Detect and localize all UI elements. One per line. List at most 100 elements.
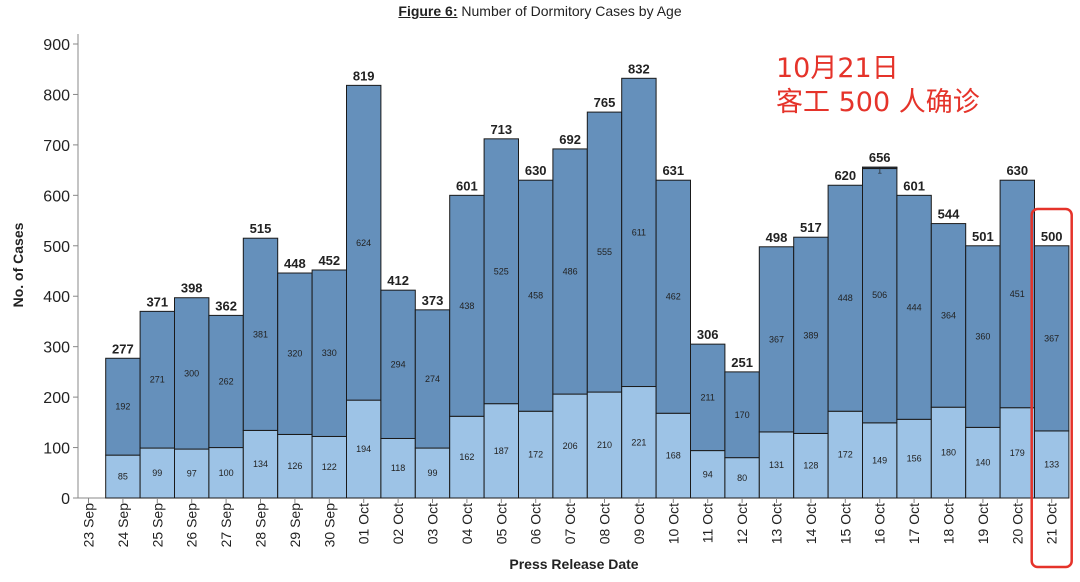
- bar-upper-value-label: 438: [459, 301, 474, 311]
- bar-lower-value-label: 126: [287, 461, 302, 471]
- bar-lower-segment: [242, 429, 279, 499]
- highlight-annotation: 10月21日 客工 500 人确诊: [776, 52, 980, 120]
- bar-lower-segment: [655, 412, 691, 499]
- bar-total-label: 544: [938, 207, 960, 222]
- x-tick-label: 11 Oct: [700, 503, 716, 543]
- bar-total-label: 630: [525, 163, 547, 178]
- bar-total-label: 371: [146, 294, 168, 309]
- x-tick-label: 26 Sep: [184, 503, 200, 548]
- bar-upper-value-label: 462: [666, 292, 681, 302]
- bar-total-label: 515: [250, 221, 272, 236]
- bar-upper-value-label: 381: [253, 329, 268, 339]
- bar-upper-value-label: 458: [528, 291, 543, 301]
- y-tick-label: 900: [43, 37, 70, 54]
- bar-lower-value-label: 149: [872, 455, 887, 465]
- bar-lower-segment: [862, 422, 898, 499]
- x-tick-label: 24 Sep: [115, 503, 131, 548]
- bar-upper-segment: [862, 167, 898, 424]
- bar-total-label: 398: [181, 281, 203, 296]
- x-tick-label: 28 Sep: [253, 503, 269, 548]
- bar-upper-segment: [586, 111, 623, 393]
- x-tick-label: 30 Sep: [321, 503, 337, 548]
- bar-upper-value-label: 486: [563, 267, 578, 277]
- bar-lower-value-label: 140: [975, 458, 990, 468]
- bar-total-label: 373: [422, 293, 444, 308]
- x-tick-label: 16 Oct: [872, 503, 888, 544]
- x-tick-label: 20 Oct: [1009, 503, 1025, 544]
- bar-total-label: 517: [800, 220, 822, 235]
- bar-lower-segment: [999, 407, 1035, 499]
- bar-lower-segment: [758, 431, 795, 499]
- bar-upper-value-label: 451: [1010, 289, 1025, 299]
- bar-lower-segment: [621, 386, 657, 499]
- bar-total-label: 713: [490, 122, 512, 137]
- bar-lower-value-label: 180: [941, 448, 956, 458]
- bar-lower-value-label: 99: [152, 468, 162, 478]
- bar-upper-segment: [346, 84, 382, 401]
- bar-upper-value-label: 624: [356, 238, 371, 248]
- bar-lower-value-label: 99: [427, 468, 437, 478]
- bar-total-label: 500: [1041, 229, 1063, 244]
- x-tick-label: 12 Oct: [734, 503, 750, 544]
- bar-total-label: 452: [318, 253, 340, 268]
- x-tick-label: 23 Sep: [81, 503, 97, 548]
- bar-lower-value-label: 172: [528, 450, 543, 460]
- x-tick-label: 13 Oct: [769, 503, 785, 544]
- bar-total-label: 765: [594, 95, 616, 110]
- bar-upper-segment: [139, 310, 176, 449]
- bar-upper-value-label: 170: [735, 410, 750, 420]
- bar-upper-value-label: 364: [941, 310, 956, 320]
- bar-upper-value-label: 444: [907, 302, 922, 312]
- x-tick-label: 02 Oct: [390, 503, 406, 544]
- bar-upper-value-label: 330: [322, 348, 337, 358]
- x-tick-label: 27 Sep: [218, 503, 234, 548]
- bar-total-label: 620: [834, 168, 856, 183]
- bar-lower-segment: [552, 393, 588, 499]
- bar-lower-value-label: 194: [356, 444, 371, 454]
- bar-lower-value-label: 131: [769, 460, 784, 470]
- x-tick-label: 14 Oct: [803, 503, 819, 544]
- bar-upper-value-label: 262: [219, 376, 234, 386]
- bar-lower-value-label: 210: [597, 440, 612, 450]
- bar-upper-value-label: 367: [769, 334, 784, 344]
- bar-upper-segment: [724, 371, 760, 459]
- bar-lower-value-label: 122: [322, 462, 337, 472]
- bar-lower-value-label: 118: [391, 463, 405, 473]
- bar-upper-value-label: 389: [803, 330, 818, 340]
- x-axis-label: Press Release Date: [509, 556, 638, 572]
- x-tick-label: 04 Oct: [459, 503, 475, 544]
- bar-upper-value-label: 555: [597, 247, 612, 257]
- bar-lower-value-label: 97: [187, 469, 197, 479]
- bar-upper-segment: [483, 138, 520, 405]
- x-tick-label: 06 Oct: [528, 503, 544, 544]
- bar-upper-value-label: 274: [425, 374, 440, 384]
- x-tick-label: 15 Oct: [837, 503, 853, 544]
- bar-upper-value-label: 294: [391, 359, 406, 369]
- x-tick-label: 22 Oct: [1078, 503, 1080, 544]
- y-tick-label: 100: [43, 441, 70, 458]
- bar-upper-segment: [930, 223, 967, 408]
- x-tick-label: 18 Oct: [941, 503, 957, 544]
- bar-upper-segment: [965, 245, 1001, 428]
- y-tick-label: 0: [61, 491, 70, 508]
- bar-total-label: 362: [215, 298, 237, 313]
- bar-lower-value-label: 156: [907, 454, 922, 464]
- bar-total-label: 277: [112, 341, 134, 356]
- bar-upper-segment: [896, 194, 932, 420]
- bar-lower-value-label: 179: [1010, 448, 1025, 458]
- y-tick-label: 800: [43, 87, 70, 104]
- bar-lower-value-label: 134: [253, 459, 268, 469]
- bar-lower-value-label: 206: [563, 441, 578, 451]
- y-tick-label: 300: [43, 340, 70, 357]
- bar-upper-segment: [105, 357, 141, 456]
- bar-upper-value-label: 506: [872, 290, 887, 300]
- annotation-line-1: 10月21日: [776, 53, 899, 84]
- x-tick-label: 09 Oct: [631, 503, 647, 544]
- bar-upper-value-label: 300: [184, 368, 199, 378]
- bar-upper-segment: [208, 314, 244, 449]
- bar-upper-segment: [518, 179, 554, 412]
- bar-lower-value-label: 187: [494, 446, 509, 456]
- y-tick-label: 400: [43, 289, 70, 306]
- bar-upper-segment: [449, 194, 485, 417]
- bar-upper-segment: [174, 297, 210, 450]
